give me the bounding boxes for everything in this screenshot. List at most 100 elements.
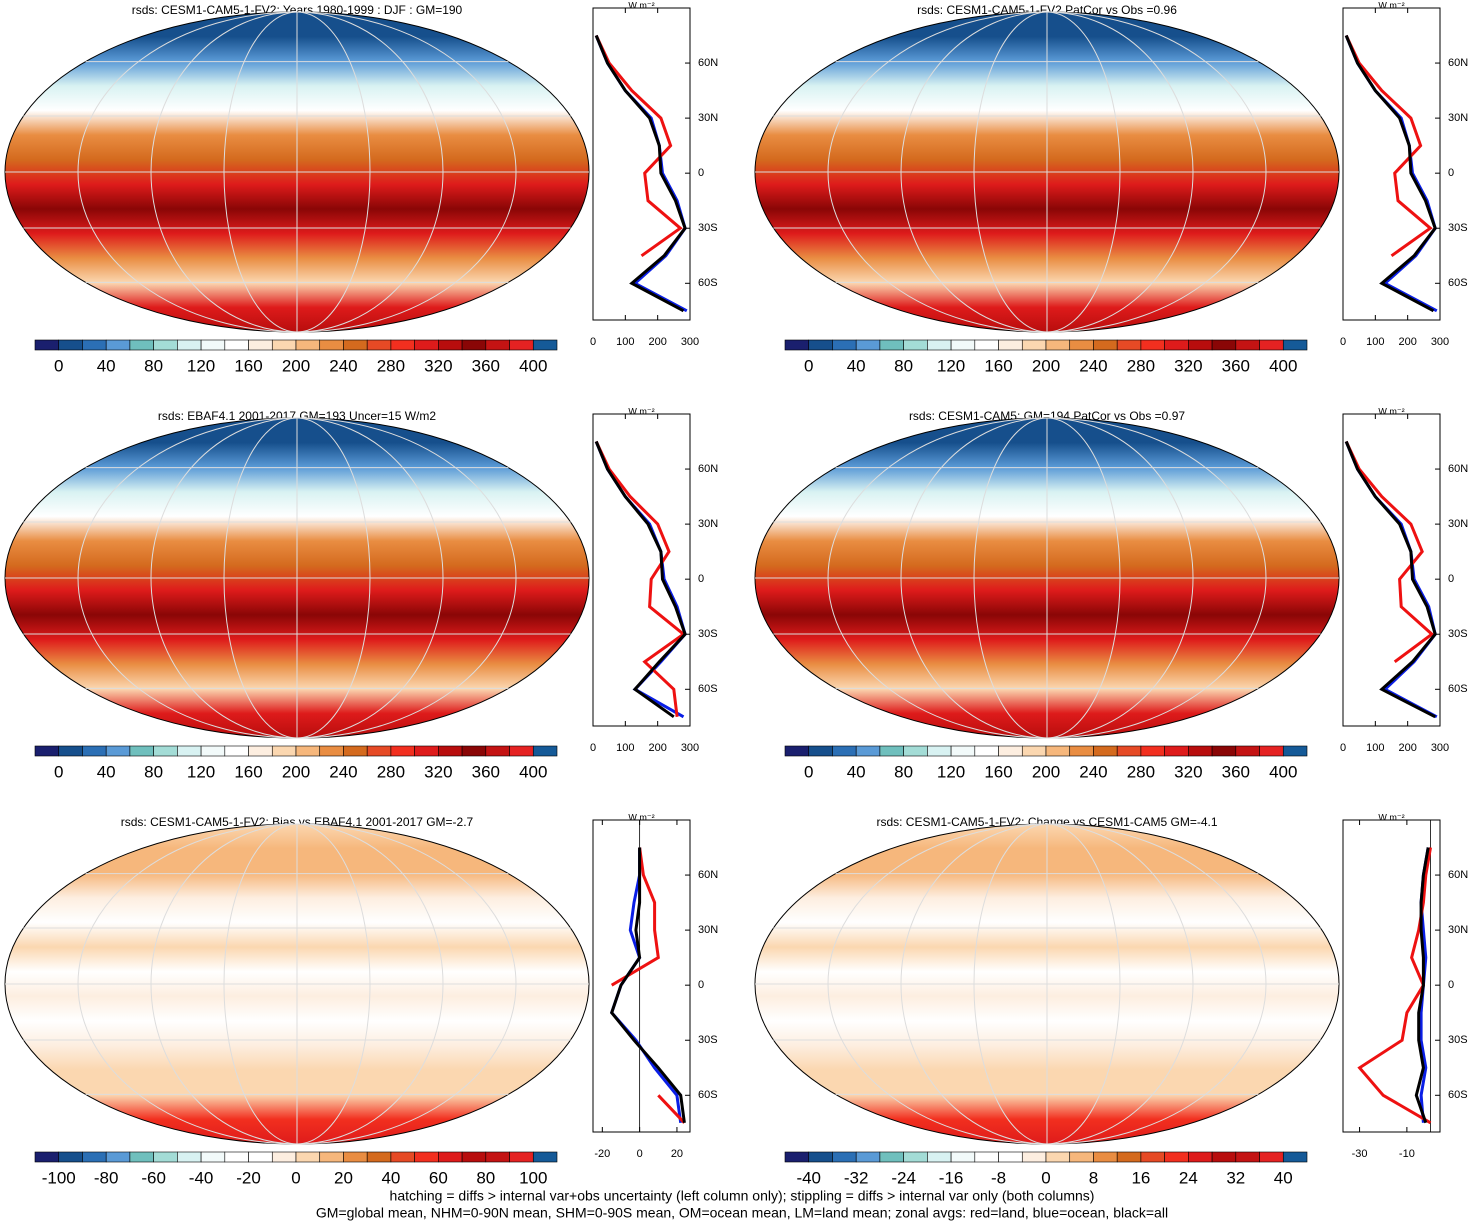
- colorbar-label: 320: [424, 762, 452, 781]
- colorbar-label: 0: [1041, 1168, 1050, 1187]
- colorbar-box: [1211, 745, 1237, 757]
- unit-label: W m⁻²: [628, 812, 654, 822]
- x-tick-label: 100: [616, 336, 634, 348]
- y-tick-label: 30N: [1448, 518, 1468, 530]
- colorbar-box: [1164, 745, 1189, 757]
- colorbar-box: [438, 745, 463, 757]
- colorbar-label: 16: [1131, 1168, 1150, 1187]
- colorbar-label: 80: [894, 356, 913, 375]
- colorbar-box: [414, 339, 439, 351]
- colorbar-box: [1140, 339, 1165, 351]
- y-tick-label: 60S: [1448, 277, 1468, 289]
- colorbar-box: [950, 745, 976, 757]
- map-title: rsds: EBAF4.1 2001-2017 GM=193 Uncer=15 …: [158, 409, 436, 423]
- zonal-frame: [592, 413, 691, 727]
- colorbar-box: [271, 1151, 297, 1163]
- colorbar-label: 40: [381, 1168, 400, 1187]
- colorbar-label: 32: [1226, 1168, 1245, 1187]
- colorbar-box: [200, 745, 226, 757]
- colorbar-box: [366, 1151, 392, 1163]
- colorbar-box: [343, 339, 368, 351]
- colorbar-label: 280: [377, 356, 405, 375]
- colorbar-box: [248, 745, 273, 757]
- colorbar-box: [1282, 745, 1308, 757]
- colorbar-box: [224, 339, 249, 351]
- colorbar-label: 160: [234, 762, 262, 781]
- footer-line: GM=global mean, NHM=0-90N mean, SHM=0-90…: [316, 1205, 1168, 1221]
- colorbar-label: 320: [1174, 356, 1202, 375]
- colorbar-box: [1045, 1151, 1071, 1163]
- colorbar-box: [295, 339, 321, 351]
- colorbar-box: [319, 339, 344, 351]
- colorbar-label: 0: [54, 356, 63, 375]
- colorbar-box: [1211, 339, 1237, 351]
- colorbar-box: [248, 1151, 273, 1163]
- colorbar-label: -20: [236, 1168, 261, 1187]
- colorbar-box: [855, 1151, 881, 1163]
- colorbar-label: 0: [804, 356, 813, 375]
- unit-label: W m⁻²: [628, 0, 654, 10]
- y-tick-label: 60N: [1448, 869, 1468, 881]
- colorbar-box: [200, 339, 226, 351]
- zonal-line: [1344, 440, 1438, 719]
- colorbar-box: [343, 1151, 368, 1163]
- colorbar-box: [998, 1151, 1023, 1163]
- colorbar-box: [832, 745, 857, 757]
- colorbar-box: [927, 1151, 952, 1163]
- x-tick-label: -30: [1352, 1148, 1368, 1160]
- y-tick-label: 30S: [698, 628, 718, 640]
- colorbar-box: [105, 339, 131, 351]
- colorbar-label: 280: [1127, 356, 1155, 375]
- colorbar-label: 280: [377, 762, 405, 781]
- x-tick-label: 100: [616, 742, 634, 754]
- colorbar-label: 80: [894, 762, 913, 781]
- colorbar-label: 120: [187, 356, 215, 375]
- colorbar-box: [784, 1151, 810, 1163]
- colorbar-box: [485, 745, 510, 757]
- colorbar-box: [998, 339, 1023, 351]
- unit-label: W m⁻²: [1378, 812, 1404, 822]
- zonal-line: [594, 34, 687, 313]
- colorbar-box: [105, 1151, 131, 1163]
- colorbar-box: [390, 745, 415, 757]
- colorbar-box: [1116, 745, 1142, 757]
- y-tick-label: 0: [698, 979, 704, 991]
- colorbar-label: 400: [1269, 762, 1297, 781]
- colorbar-box: [414, 745, 439, 757]
- colorbar-label: 200: [282, 762, 310, 781]
- colorbar-label: 0: [54, 762, 63, 781]
- colorbar-box: [1116, 339, 1142, 351]
- colorbar-box: [927, 339, 952, 351]
- colorbar-label: -100: [42, 1168, 76, 1187]
- colorbar-box: [129, 1151, 154, 1163]
- colorbar-label: 240: [1079, 356, 1107, 375]
- zonal-line: [1414, 847, 1430, 1124]
- colorbar-label: 40: [1274, 1168, 1293, 1187]
- colorbar-box: [1069, 745, 1094, 757]
- x-tick-label: 200: [1398, 336, 1416, 348]
- colorbar-label: 320: [1174, 762, 1202, 781]
- colorbar-label: 24: [1179, 1168, 1198, 1187]
- colorbar-label: -60: [141, 1168, 166, 1187]
- colorbar-box: [903, 1151, 928, 1163]
- colorbar-box: [903, 339, 928, 351]
- colorbar-box: [832, 1151, 857, 1163]
- x-tick-label: 200: [1398, 742, 1416, 754]
- colorbar-box: [1235, 1151, 1260, 1163]
- colorbar-box: [974, 1151, 999, 1163]
- colorbar-label: 200: [1032, 356, 1060, 375]
- colorbar-box: [153, 745, 178, 757]
- colorbar-box: [58, 1151, 83, 1163]
- colorbar-label: 240: [329, 762, 357, 781]
- zonal-line: [594, 440, 686, 717]
- colorbar-box: [532, 339, 558, 351]
- colorbar-box: [1093, 745, 1118, 757]
- colorbar-box: [414, 1151, 439, 1163]
- colorbar-box: [832, 339, 857, 351]
- colorbar-box: [153, 1151, 178, 1163]
- colorbar-box: [1045, 745, 1071, 757]
- y-tick-label: 0: [698, 573, 704, 585]
- colorbar-box: [82, 339, 107, 351]
- colorbar-label: 80: [476, 1168, 495, 1187]
- colorbar-label: 360: [1222, 762, 1250, 781]
